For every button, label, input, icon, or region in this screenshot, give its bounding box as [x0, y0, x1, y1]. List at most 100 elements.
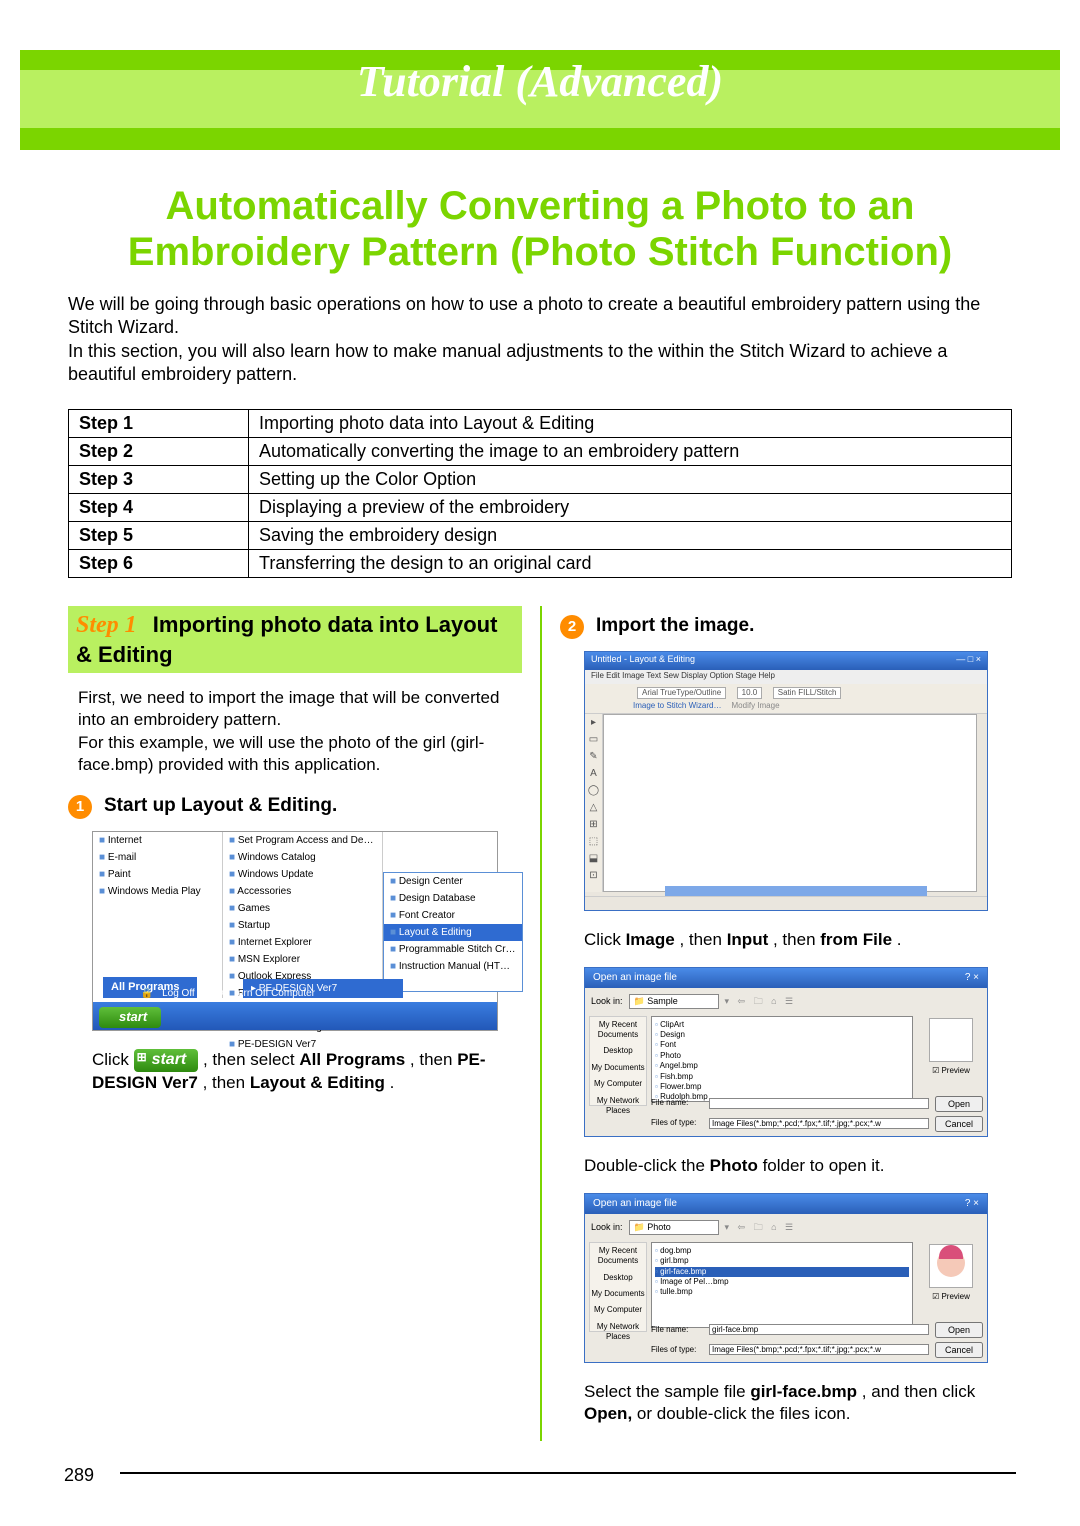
lookin-field[interactable]: 📁 Sample: [629, 994, 719, 1010]
table-row: Step 1Importing photo data into Layout &…: [69, 409, 1012, 437]
logoff-button[interactable]: 🔒 Log Off: [141, 988, 201, 999]
menu-item[interactable]: Paint: [93, 866, 222, 883]
list-item[interactable]: ClipArt: [655, 1020, 909, 1030]
file-list[interactable]: ClipArtDesignFontPhotoAngel.bmpFish.bmpF…: [651, 1016, 913, 1102]
places-item[interactable]: My Documents: [590, 1060, 646, 1076]
dialog-close[interactable]: ? ×: [965, 971, 979, 985]
figure-open-dialog-1: Open an image file ? × Look in: 📁 Sample…: [584, 967, 988, 1137]
stitch-select[interactable]: Satin FILL/Stitch: [773, 687, 842, 699]
preview-box: [929, 1018, 973, 1062]
menu-bar[interactable]: File Edit Image Text Sew Display Option …: [585, 670, 987, 684]
menu-item[interactable]: Set Program Access and Defaults: [223, 832, 382, 849]
two-column-layout: Step 1 Importing photo data into Layout …: [68, 606, 1012, 1441]
lookin-field[interactable]: 📁 Photo: [629, 1220, 719, 1236]
menu-item[interactable]: Accessories: [223, 883, 382, 900]
filetype-input[interactable]: [709, 1118, 929, 1129]
table-row: Step 5Saving the embroidery design: [69, 521, 1012, 549]
horizontal-scrollbar[interactable]: [665, 886, 927, 896]
window-titlebar: Untitled - Layout & Editing — □ ×: [585, 652, 987, 670]
lookin-row: Look in: 📁 Sample ▾ ⇦ 🗀 ⌂ ☰: [591, 994, 981, 1010]
places-item[interactable]: My Network Places: [590, 1093, 646, 1120]
places-bar[interactable]: My Recent DocumentsDesktopMy DocumentsMy…: [589, 1242, 647, 1332]
filename-input[interactable]: [709, 1324, 929, 1335]
places-bar[interactable]: My Recent DocumentsDesktopMy DocumentsMy…: [589, 1016, 647, 1106]
page-content: Automatically Converting a Photo to an E…: [68, 175, 1012, 1441]
left-column: Step 1 Importing photo data into Layout …: [68, 606, 540, 1441]
step1-intro-line1: First, we need to import the image that …: [78, 688, 499, 729]
window-controls[interactable]: — □ ×: [956, 654, 981, 668]
menu-item[interactable]: Windows Update: [223, 866, 382, 883]
start-button[interactable]: start: [99, 1007, 161, 1028]
table-row: Step 3Setting up the Color Option: [69, 465, 1012, 493]
places-item[interactable]: Desktop: [590, 1270, 646, 1286]
dialog-close[interactable]: ? ×: [965, 1197, 979, 1211]
menu-item[interactable]: Startup: [223, 917, 382, 934]
cancel-button[interactable]: Cancel: [935, 1342, 983, 1358]
places-item[interactable]: My Recent Documents: [590, 1017, 646, 1044]
footer-rule: [120, 1472, 1016, 1474]
places-item[interactable]: My Network Places: [590, 1319, 646, 1346]
status-bar: [585, 896, 987, 910]
step-label: Step 4: [69, 493, 249, 521]
menu-item[interactable]: MSN Explorer: [223, 951, 382, 968]
places-item[interactable]: Desktop: [590, 1043, 646, 1059]
startmenu-power-row: 🔒 Log Off ⏻ Turn Off Computer: [135, 987, 327, 1000]
step-desc: Automatically converting the image to an…: [249, 437, 1012, 465]
list-item[interactable]: dog.bmp: [655, 1246, 909, 1256]
list-item[interactable]: tulle.bmp: [655, 1287, 909, 1297]
list-item[interactable]: Image of Pel…bmp: [655, 1277, 909, 1287]
nav-icons[interactable]: ▾ ⇦ 🗀 ⌂ ☰: [725, 996, 797, 1008]
places-item[interactable]: My Documents: [590, 1286, 646, 1302]
right-column: 2 Import the image. Untitled - Layout & …: [540, 606, 1012, 1441]
menu-item[interactable]: Layout & Editing: [384, 924, 522, 941]
menu-item[interactable]: PE-DESIGN Ver7: [223, 1036, 382, 1053]
tool-palette[interactable]: ▸▭✎A◯△⊞⬚⬓⊡: [585, 714, 603, 892]
list-item[interactable]: Design: [655, 1030, 909, 1040]
step1-header: Step 1 Importing photo data into Layout …: [68, 606, 522, 674]
menu-item[interactable]: Design Database: [384, 890, 522, 907]
places-item[interactable]: My Computer: [590, 1076, 646, 1092]
list-item[interactable]: Photo: [655, 1051, 909, 1061]
menu-item[interactable]: Windows Media Play: [93, 883, 222, 900]
places-item[interactable]: My Computer: [590, 1302, 646, 1318]
menu-item[interactable]: Instruction Manual (HTML Format): [384, 958, 522, 975]
menu-item[interactable]: Design Center: [384, 873, 522, 890]
list-item[interactable]: Angel.bmp: [655, 1061, 909, 1071]
substep-2: 2 Import the image.: [560, 614, 1012, 639]
preview-pane: ☑ Preview: [919, 1242, 983, 1328]
nav-icons[interactable]: ▾ ⇦ 🗀 ⌂ ☰: [725, 1222, 797, 1234]
menu-item[interactable]: Windows Catalog: [223, 849, 382, 866]
preview-check[interactable]: ☑ Preview: [919, 1292, 983, 1302]
font-select[interactable]: Arial TrueType/Outline: [637, 687, 726, 699]
list-item[interactable]: girl.bmp: [655, 1256, 909, 1266]
cancel-button[interactable]: Cancel: [935, 1116, 983, 1132]
canvas[interactable]: [603, 714, 977, 892]
menu-item[interactable]: Internet Explorer: [223, 934, 382, 951]
places-item[interactable]: My Recent Documents: [590, 1243, 646, 1270]
preview-check[interactable]: ☑ Preview: [919, 1066, 983, 1076]
menu-item[interactable]: Internet: [93, 832, 222, 849]
list-item[interactable]: Fish.bmp: [655, 1072, 909, 1082]
list-item[interactable]: Flower.bmp: [655, 1082, 909, 1092]
filename-input[interactable]: [709, 1098, 929, 1109]
wizard-link[interactable]: Image to Stitch Wizard…: [633, 701, 721, 710]
lookin-label: Look in:: [591, 1222, 623, 1234]
size-select[interactable]: 10.0: [737, 687, 763, 699]
open-button[interactable]: Open: [935, 1096, 983, 1112]
dialog-title: Open an image file: [593, 1197, 677, 1211]
open-button[interactable]: Open: [935, 1322, 983, 1338]
shutdown-button[interactable]: ⏻ Turn Off Computer: [215, 988, 321, 999]
menu-item[interactable]: E-mail: [93, 849, 222, 866]
step-desc: Importing photo data into Layout & Editi…: [249, 409, 1012, 437]
menu-item[interactable]: Games: [223, 900, 382, 917]
list-item[interactable]: Font: [655, 1040, 909, 1050]
toolbar[interactable]: Arial TrueType/Outline 10.0 Satin FILL/S…: [585, 684, 987, 714]
modify-image-link[interactable]: Modify Image: [732, 701, 780, 710]
menu-item[interactable]: Programmable Stitch Creator: [384, 941, 522, 958]
filetype-input[interactable]: [709, 1344, 929, 1355]
list-item[interactable]: girl-face.bmp: [655, 1267, 909, 1277]
file-list[interactable]: dog.bmpgirl.bmpgirl-face.bmpImage of Pel…: [651, 1242, 913, 1328]
menu-item[interactable]: Font Creator: [384, 907, 522, 924]
start-button-inline[interactable]: start: [134, 1049, 199, 1072]
dialog-bottom: File name: Open Files of type: Cancel: [651, 1322, 983, 1358]
